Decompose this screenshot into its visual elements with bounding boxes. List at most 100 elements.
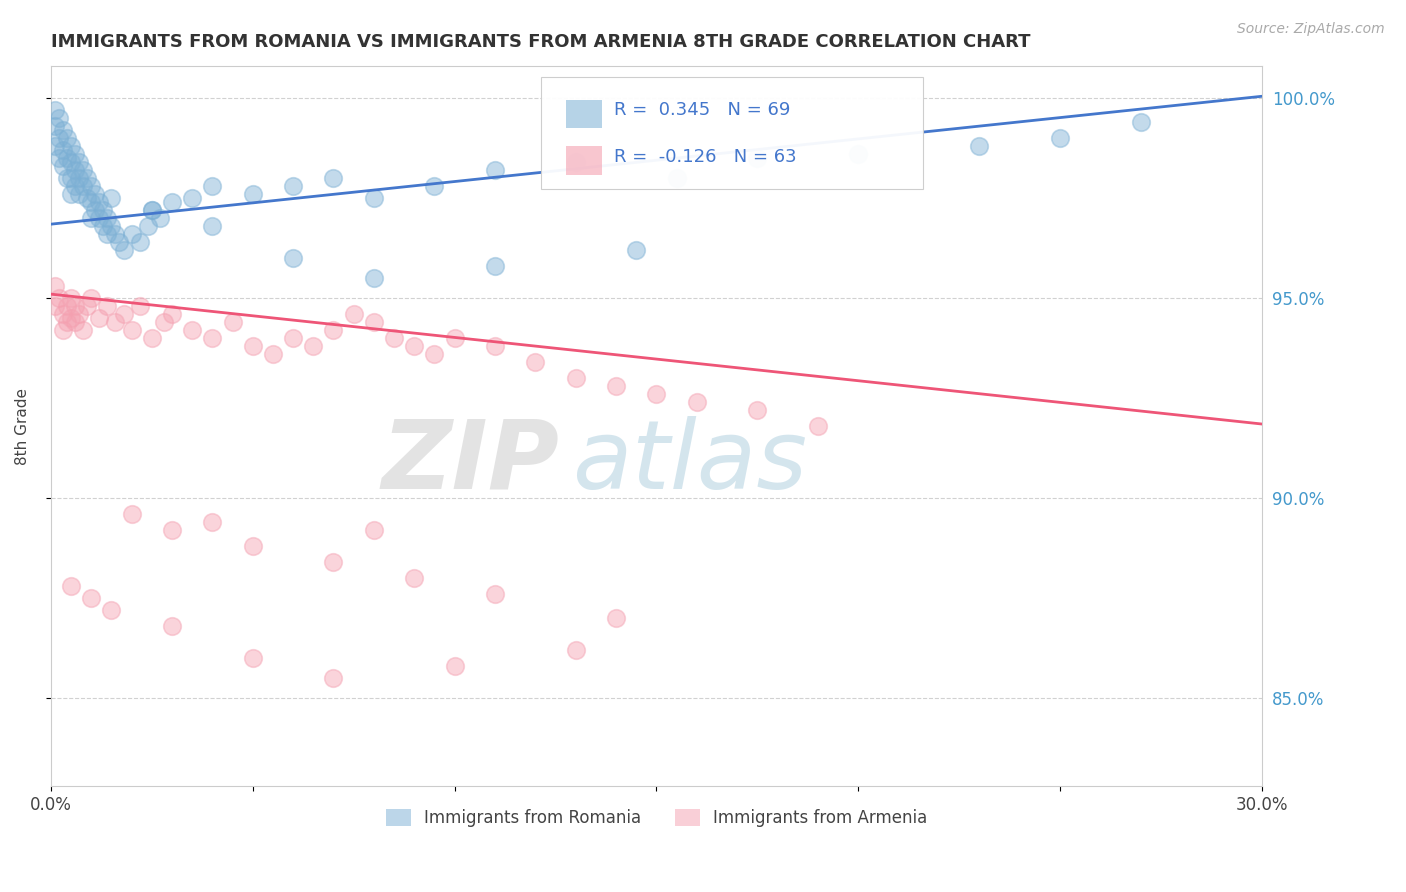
Point xyxy=(149,211,172,226)
Point xyxy=(44,139,66,153)
Point xyxy=(160,307,183,321)
Point xyxy=(846,147,869,161)
Point xyxy=(484,587,506,601)
Point xyxy=(242,339,264,353)
Point xyxy=(76,191,98,205)
Point xyxy=(686,395,709,409)
Point xyxy=(60,291,83,305)
Point xyxy=(404,571,426,585)
Point xyxy=(443,331,465,345)
Point xyxy=(91,219,114,234)
Point xyxy=(89,311,111,326)
Point xyxy=(67,171,90,186)
Point xyxy=(52,323,75,337)
Point xyxy=(63,299,86,313)
Point xyxy=(443,658,465,673)
Point xyxy=(363,523,385,537)
FancyBboxPatch shape xyxy=(541,77,922,188)
Text: atlas: atlas xyxy=(572,416,807,508)
Point xyxy=(67,307,90,321)
Point xyxy=(626,243,648,257)
Point xyxy=(80,179,103,194)
Point xyxy=(242,539,264,553)
Point xyxy=(404,339,426,353)
Point xyxy=(52,307,75,321)
Point xyxy=(201,219,224,234)
Point xyxy=(382,331,405,345)
Point xyxy=(52,143,75,157)
Point xyxy=(63,315,86,329)
Point xyxy=(52,159,75,173)
Point xyxy=(80,195,103,210)
Point xyxy=(322,555,344,569)
Point xyxy=(136,219,159,234)
Point xyxy=(48,291,70,305)
Point xyxy=(112,307,135,321)
Point xyxy=(72,323,94,337)
Point xyxy=(201,179,224,194)
Point xyxy=(44,103,66,118)
Text: Source: ZipAtlas.com: Source: ZipAtlas.com xyxy=(1237,22,1385,37)
Point xyxy=(44,299,66,313)
Point xyxy=(56,299,79,313)
Point xyxy=(645,387,668,401)
Point xyxy=(56,131,79,145)
Point xyxy=(141,331,163,345)
Point xyxy=(484,259,506,273)
Point xyxy=(128,299,150,313)
Point xyxy=(221,315,243,329)
Point xyxy=(160,195,183,210)
Point xyxy=(96,227,118,242)
Point xyxy=(80,211,103,226)
Point xyxy=(564,371,586,385)
Point xyxy=(128,235,150,249)
Point xyxy=(181,191,204,205)
Point xyxy=(121,227,143,242)
Point xyxy=(60,579,83,593)
Point xyxy=(108,235,131,249)
Point xyxy=(160,619,183,633)
Point xyxy=(141,203,163,218)
Point xyxy=(605,379,627,393)
Point xyxy=(52,123,75,137)
Point xyxy=(322,171,344,186)
Point xyxy=(281,331,304,345)
Point xyxy=(76,299,98,313)
Point xyxy=(63,163,86,178)
Point xyxy=(48,112,70,126)
Point xyxy=(100,219,122,234)
Point xyxy=(100,191,122,205)
Point xyxy=(807,419,830,434)
Point xyxy=(747,403,769,417)
Point xyxy=(56,171,79,186)
Point xyxy=(322,323,344,337)
Point xyxy=(201,515,224,529)
Point xyxy=(67,187,90,202)
Point xyxy=(343,307,366,321)
Legend: Immigrants from Romania, Immigrants from Armenia: Immigrants from Romania, Immigrants from… xyxy=(377,800,935,835)
Point xyxy=(242,651,264,665)
Point xyxy=(84,203,107,218)
FancyBboxPatch shape xyxy=(565,146,602,175)
Point xyxy=(160,523,183,537)
Point xyxy=(91,203,114,218)
Point xyxy=(80,591,103,605)
Point xyxy=(564,643,586,657)
Point xyxy=(363,315,385,329)
Point xyxy=(60,187,83,202)
Point xyxy=(747,151,769,165)
Point xyxy=(423,347,446,361)
Point xyxy=(100,603,122,617)
Point xyxy=(201,331,224,345)
Point xyxy=(96,299,118,313)
Point xyxy=(48,131,70,145)
Point xyxy=(84,187,107,202)
Point xyxy=(67,155,90,169)
Point xyxy=(484,339,506,353)
Text: IMMIGRANTS FROM ROMANIA VS IMMIGRANTS FROM ARMENIA 8TH GRADE CORRELATION CHART: IMMIGRANTS FROM ROMANIA VS IMMIGRANTS FR… xyxy=(51,33,1031,51)
Point xyxy=(89,195,111,210)
Point xyxy=(76,171,98,186)
Point xyxy=(56,151,79,165)
Point xyxy=(484,163,506,178)
Point xyxy=(181,323,204,337)
